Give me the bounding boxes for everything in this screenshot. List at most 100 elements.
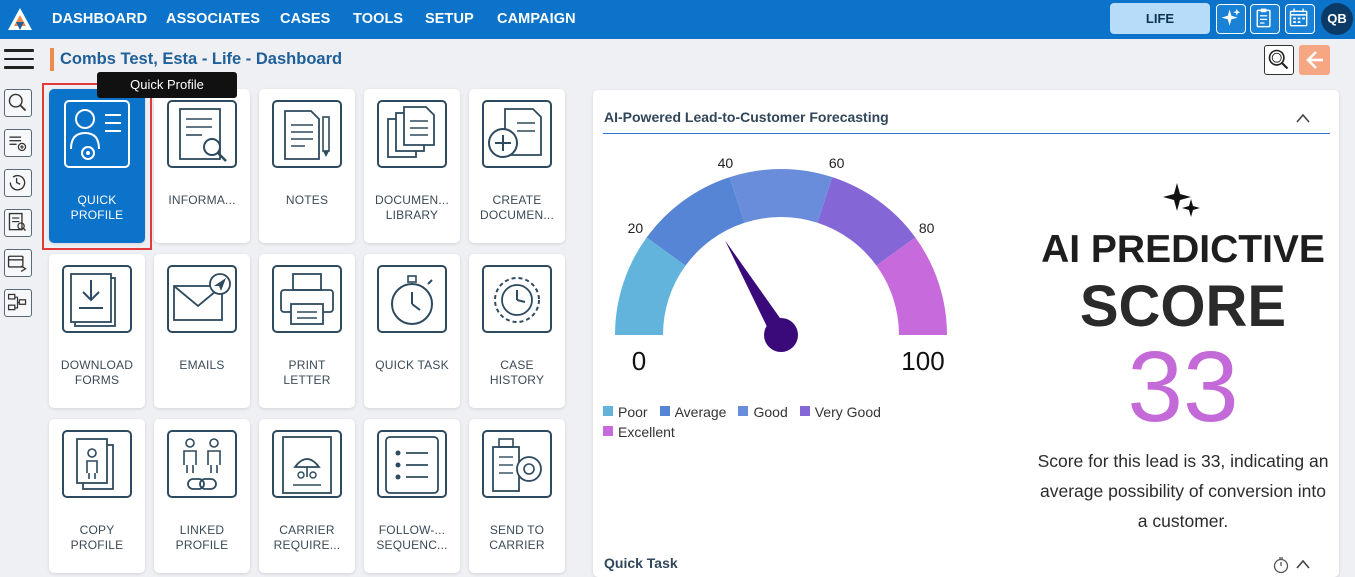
tile-label: CARRIER REQUIRE... (273, 523, 341, 552)
app-logo-icon[interactable] (7, 6, 33, 32)
nav-campaign[interactable]: CAMPAIGN (497, 11, 576, 27)
tile-quick-profile[interactable]: QUICK PROFILE (49, 89, 145, 243)
top-nav-bar: DASHBOARD ASSOCIATES CASES TOOLS SETUP C… (0, 0, 1355, 39)
legend-item[interactable]: Very Good (799, 404, 881, 420)
gauge-tick-label: 60 (829, 155, 845, 171)
clipboard-icon[interactable] (1250, 4, 1280, 34)
legend-swatch (799, 406, 810, 417)
tile-case-history[interactable]: CASE HISTORY (469, 254, 565, 408)
tile-print-letter[interactable]: PRINT LETTER (259, 254, 355, 408)
legend-item[interactable]: Excellent (603, 424, 675, 440)
nav-dashboard[interactable]: DASHBOARD (52, 11, 148, 27)
legend-label: Poor (618, 404, 648, 420)
header-search-icon[interactable] (1264, 45, 1294, 75)
send-to-carrier-icon (482, 430, 552, 498)
history-icon[interactable] (4, 169, 32, 197)
ai-score-value: 33 (1127, 331, 1239, 443)
ai-sparkle-icon (1163, 183, 1200, 217)
title-divider (603, 133, 1330, 134)
legend-label: Very Good (814, 404, 881, 420)
quick-task-timer-icon[interactable] (1272, 556, 1290, 574)
collapse-chevron-icon[interactable] (1295, 112, 1311, 124)
legend-item[interactable]: Average (659, 404, 727, 420)
nav-setup[interactable]: SETUP (425, 11, 474, 27)
tile-label: FOLLOW-... SEQUENC... (376, 523, 448, 552)
score-description: Score for this lead is 33, indicating an… (1037, 451, 1329, 531)
title-accent-bar (50, 48, 54, 71)
follow-up-sequence-icon (377, 430, 447, 498)
gauge-tick-label: 40 (718, 155, 734, 171)
tile-copy-profile[interactable]: COPY PROFILE (49, 419, 145, 573)
create-document-icon (482, 100, 552, 168)
tile-label: EMAILS (179, 358, 225, 372)
card-transfer-icon[interactable] (4, 249, 32, 277)
tile-send-to-carrier[interactable]: SEND TO CARRIER (469, 419, 565, 573)
tile-label: COPY PROFILE (70, 523, 124, 552)
left-sidebar (0, 39, 40, 577)
hamburger-menu-icon[interactable] (4, 49, 34, 71)
tile-create-document[interactable]: CREATE DOCUMEN... (469, 89, 565, 243)
tile-quick-task[interactable]: QUICK TASK (364, 254, 460, 408)
quick-task-title: Quick Task (604, 555, 678, 571)
download-forms-icon (62, 265, 132, 333)
gauge-needle-hub (764, 318, 798, 352)
legend-label: Excellent (618, 424, 675, 440)
gauge-band-poor (615, 237, 686, 335)
legend-item[interactable]: Good (738, 404, 788, 420)
tile-label: QUICK PROFILE (70, 193, 124, 222)
tile-label: SEND TO CARRIER (489, 523, 545, 552)
legend-item[interactable]: Poor (603, 404, 648, 420)
tile-document-library[interactable]: DOCUMEN... LIBRARY (364, 89, 460, 243)
print-letter-icon (272, 265, 342, 333)
document-search-icon[interactable] (4, 209, 32, 237)
tile-label: DOWNLOAD FORMS (60, 358, 134, 387)
calendar-icon[interactable] (1285, 4, 1315, 34)
ai-predictive-heading: AI PREDICTIVE (1041, 228, 1325, 271)
gauge-tick-label: 80 (919, 220, 935, 236)
legend-label: Good (753, 404, 788, 420)
nav-tools[interactable]: TOOLS (353, 11, 404, 27)
document-library-icon (377, 100, 447, 168)
nav-cases[interactable]: CASES (280, 11, 331, 27)
tile-label: LINKED PROFILE (175, 523, 229, 552)
tile-download-forms[interactable]: DOWNLOAD FORMS (49, 254, 145, 408)
back-arrow-icon[interactable] (1299, 45, 1330, 75)
gauge-band-average (646, 177, 745, 266)
legend-swatch (603, 406, 613, 417)
linked-profile-icon (167, 430, 237, 498)
tile-follow-up-sequence[interactable]: FOLLOW-... SEQUENC... (364, 419, 460, 573)
tile-label: CASE HISTORY (489, 358, 545, 387)
search-records-icon[interactable] (4, 89, 32, 117)
copy-profile-icon (62, 430, 132, 498)
life-button[interactable]: LIFE (1110, 3, 1210, 34)
ai-sparkle-icon[interactable] (1216, 4, 1246, 34)
legend-label: Average (674, 404, 727, 420)
notes-icon (272, 100, 342, 168)
tile-label: QUICK TASK (375, 358, 449, 372)
quick-profile-tooltip: Quick Profile (97, 72, 237, 98)
add-list-icon[interactable] (4, 129, 32, 157)
tile-label: CREATE DOCUMEN... (480, 193, 554, 222)
legend-swatch (659, 406, 670, 417)
tile-carrier-requirements[interactable]: CARRIER REQUIRE... (259, 419, 355, 573)
forecast-title: AI-Powered Lead-to-Customer Forecasting (604, 109, 889, 125)
forecast-panel: AI-Powered Lead-to-Customer Forecasting … (593, 90, 1339, 577)
quick-task-icon (377, 265, 447, 333)
user-avatar[interactable]: QB (1321, 3, 1353, 35)
tile-emails[interactable]: EMAILS (154, 254, 250, 408)
gauge-legend: Poor Average Good Very Good Excellent (603, 404, 933, 444)
information-icon (167, 100, 237, 168)
selection-highlight (42, 83, 152, 250)
legend-swatch (738, 406, 749, 417)
gauge-band-very-good (817, 177, 916, 266)
tile-information[interactable]: INFORMA... (154, 89, 250, 243)
nav-associates[interactable]: ASSOCIATES (166, 11, 261, 27)
tile-linked-profile[interactable]: LINKED PROFILE (154, 419, 250, 573)
workflow-icon[interactable] (4, 289, 32, 317)
tile-label: DOCUMEN... LIBRARY (375, 193, 449, 222)
gauge-band-excellent (876, 237, 947, 335)
emails-icon (167, 265, 237, 333)
quick-task-collapse-icon[interactable] (1295, 558, 1311, 570)
tile-notes[interactable]: NOTES (259, 89, 355, 243)
tile-label: NOTES (285, 193, 329, 207)
